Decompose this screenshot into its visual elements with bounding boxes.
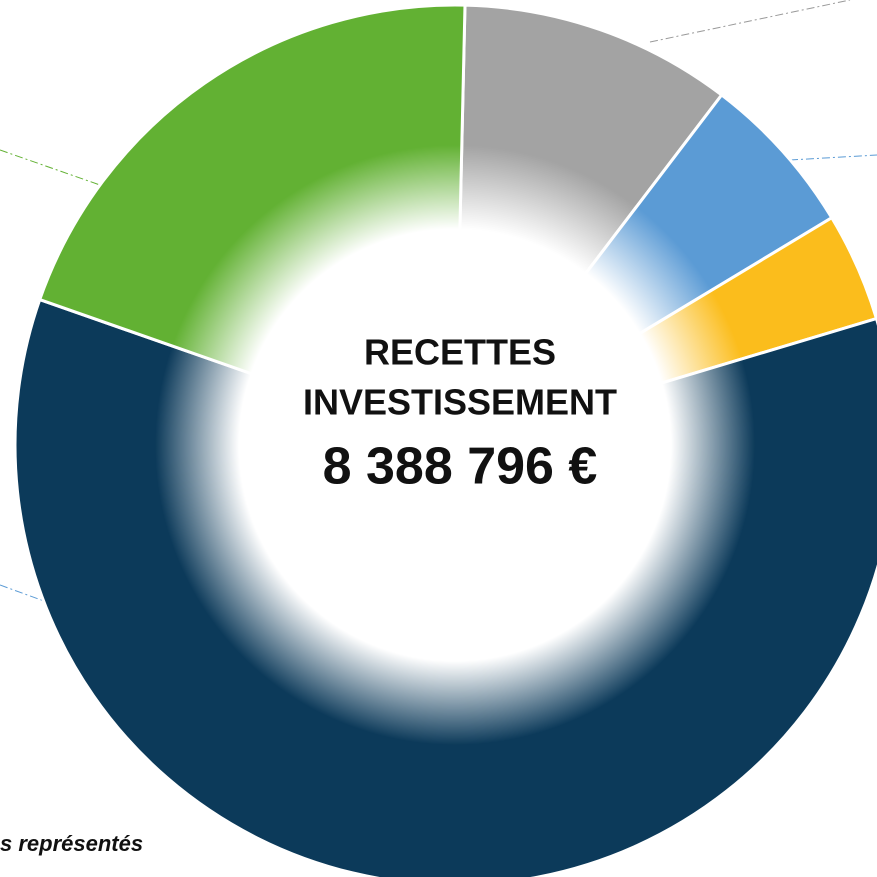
center-subtitle: INVESTISSEMENT [303,382,617,423]
leader-line [0,149,101,186]
center-title: RECETTES [364,332,556,373]
donut-hole [155,145,755,745]
leader-line [789,154,877,161]
note: s représentés [0,831,143,856]
leader-line [649,0,851,43]
center-total: 8 388 796 € [323,438,598,496]
